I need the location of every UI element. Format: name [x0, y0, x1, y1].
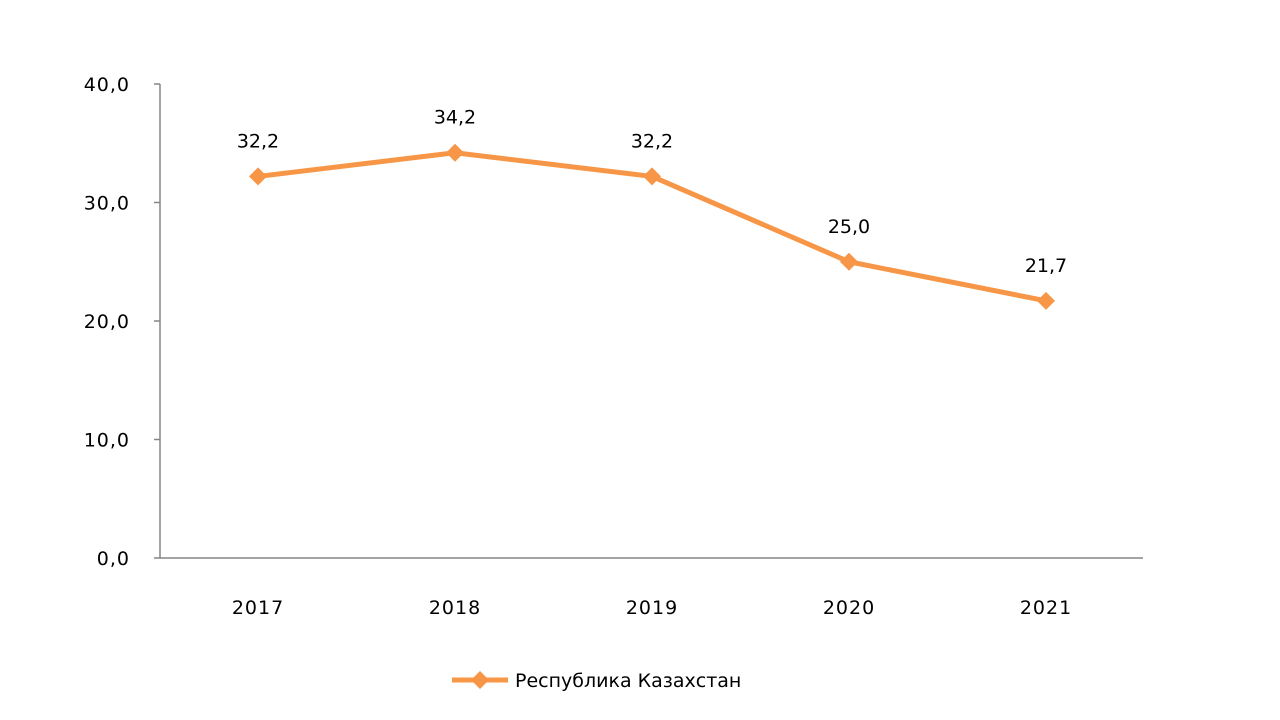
data-point-marker: [446, 143, 464, 162]
series-republic-kazakhstan: [249, 143, 1055, 310]
data-label: 32,2: [237, 130, 279, 152]
data-point-marker: [840, 252, 858, 271]
data-labels: 32,2 34,2 32,2 25,0 21,7: [237, 107, 1067, 277]
y-tick-label: 40,0: [84, 74, 130, 96]
x-tick-label: 2018: [429, 597, 481, 619]
data-point-marker: [1037, 291, 1055, 310]
x-axis: 2017 2018 2019 2020 2021: [160, 557, 1143, 619]
legend-marker: [471, 671, 489, 689]
x-tick-label: 2019: [626, 597, 678, 619]
legend-label: Республика Казахстан: [515, 670, 741, 692]
data-label: 25,0: [828, 216, 870, 238]
data-point-marker: [249, 167, 267, 186]
y-axis: 0,0 10,0 20,0 30,0 40,0: [84, 74, 161, 570]
data-label: 21,7: [1025, 255, 1067, 277]
y-tick-label: 10,0: [84, 430, 130, 452]
x-tick-label: 2017: [232, 597, 284, 619]
x-tick-label: 2020: [823, 597, 875, 619]
y-tick-label: 0,0: [97, 548, 130, 570]
y-tick-label: 30,0: [84, 193, 130, 215]
data-point-marker: [643, 167, 661, 186]
x-tick-label: 2021: [1020, 597, 1072, 619]
data-label: 34,2: [434, 107, 476, 129]
data-label: 32,2: [631, 130, 673, 152]
y-tick-label: 20,0: [84, 311, 130, 333]
legend: Республика Казахстан: [452, 670, 741, 692]
